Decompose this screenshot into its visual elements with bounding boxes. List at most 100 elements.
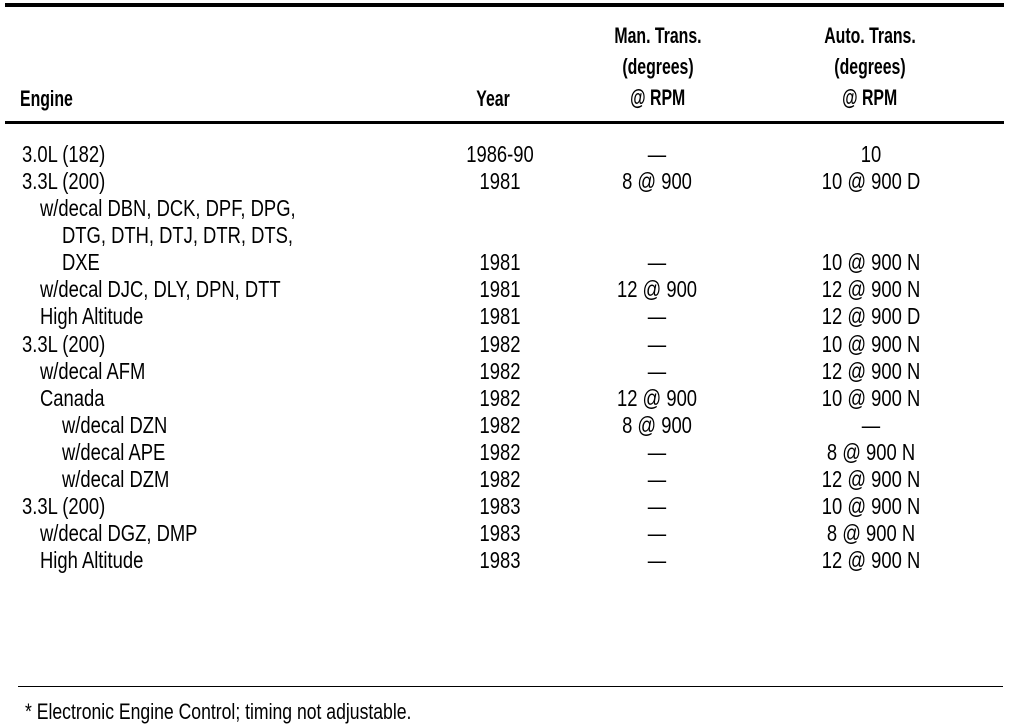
auto-trans-cell: 10 @ 900 N: [809, 249, 932, 276]
engine-cell: w/decal DZM: [62, 466, 196, 493]
engine-cell: 3.0L (182): [22, 141, 126, 168]
man-trans-cell-text: —: [647, 141, 667, 167]
auto-trans-cell-text: 12 @ 900 N: [821, 547, 921, 573]
year-cell: 1983: [474, 493, 525, 520]
auto-trans-cell-text: 10 @ 900 N: [821, 385, 921, 411]
header-auto-trans: Auto. Trans. (degrees) @ RPM: [806, 23, 933, 110]
engine-cell: 3.3L (200): [22, 331, 126, 358]
year-cell: 1982: [474, 412, 525, 439]
man-trans-cell: 8 @ 900: [613, 412, 700, 439]
engine-cell: High Altitude: [40, 547, 169, 574]
year-cell-text: 1981: [479, 249, 521, 275]
engine-cell: 3.3L (200): [22, 168, 126, 195]
auto-trans-cell-text: 10 @ 900 D: [821, 168, 921, 194]
man-trans-cell: 8 @ 900: [613, 168, 700, 195]
man-trans-cell-text: —: [647, 331, 667, 357]
man-trans-cell-text: —: [647, 547, 667, 573]
year-cell-text: 1981: [479, 168, 521, 194]
man-trans-cell: —: [646, 466, 669, 493]
year-cell: 1982: [474, 385, 525, 412]
year-cell: 1981: [474, 168, 525, 195]
year-cell-text: 1982: [479, 466, 521, 492]
year-cell-text: 1983: [479, 547, 521, 573]
man-trans-cell-text: —: [647, 439, 667, 465]
engine-cell-text: DXE: [62, 249, 100, 275]
engine-cell: 3.3L (200): [22, 493, 126, 520]
engine-cell-text: DTG, DTH, DTJ, DTR, DTS,: [62, 222, 294, 248]
man-trans-cell: 12 @ 900: [607, 276, 707, 303]
man-trans-cell-text: —: [647, 520, 667, 546]
header-line: (degrees): [834, 54, 906, 79]
man-trans-cell-text: —: [647, 358, 667, 384]
year-cell-text: 1982: [479, 412, 521, 438]
engine-cell-text: 3.0L (182): [22, 141, 106, 167]
year-cell-text: 1981: [479, 303, 521, 329]
engine-cell-text: High Altitude: [40, 303, 144, 329]
auto-trans-cell-text: 10 @ 900 N: [821, 249, 921, 275]
man-trans-cell-text: 8 @ 900: [622, 412, 692, 438]
auto-trans-cell-text: 12 @ 900 D: [821, 303, 921, 329]
engine-cell-text: w/decal DZN: [62, 412, 168, 438]
auto-trans-cell-text: 8 @ 900 N: [826, 439, 916, 465]
header-line: @ RPM: [842, 85, 898, 110]
engine-cell-text: 3.3L (200): [22, 493, 106, 519]
engine-cell: w/decal APE: [62, 439, 191, 466]
engine-cell-text: w/decal DBN, DCK, DPF, DPG,: [40, 195, 296, 221]
year-cell-text: 1982: [479, 439, 521, 465]
engine-cell-text: w/decal DJC, DLY, DPN, DTT: [40, 276, 281, 302]
header-year-text: Year: [476, 86, 510, 111]
header-engine: Engine: [20, 86, 93, 111]
engine-cell: w/decal DZN: [62, 412, 194, 439]
year-cell-text: 1982: [479, 331, 521, 357]
man-trans-cell: —: [646, 520, 669, 547]
header-engine-text: Engine: [20, 86, 73, 111]
auto-trans-cell: 12 @ 900 N: [809, 466, 932, 493]
header-rule: [5, 121, 1004, 124]
header-man-trans: Man. Trans. (degrees) @ RPM: [597, 23, 718, 110]
year-cell: 1983: [474, 547, 525, 574]
engine-cell: DXE: [62, 249, 109, 276]
man-trans-cell-text: —: [647, 466, 667, 492]
man-trans-cell-text: 12 @ 900: [616, 276, 698, 302]
auto-trans-cell: 8 @ 900 N: [816, 439, 926, 466]
engine-cell: w/decal DGZ, DMP: [40, 520, 237, 547]
man-trans-cell-text: 12 @ 900: [616, 385, 698, 411]
year-cell-text: 1986-90: [466, 141, 534, 167]
year-cell-text: 1983: [479, 520, 521, 546]
engine-cell-text: 3.3L (200): [22, 331, 106, 357]
auto-trans-cell: —: [860, 412, 883, 439]
engine-cell: w/decal DBN, DCK, DPF, DPG,: [40, 195, 360, 222]
engine-cell-text: 3.3L (200): [22, 168, 106, 194]
engine-cell: w/decal AFM: [40, 358, 172, 385]
year-cell-text: 1981: [479, 276, 521, 302]
header-line: Auto. Trans.: [824, 23, 916, 48]
man-trans-cell: —: [646, 358, 669, 385]
engine-cell: DTG, DTH, DTJ, DTR, DTS,: [62, 222, 351, 249]
header-line: (degrees): [622, 54, 694, 79]
auto-trans-cell: 12 @ 900 N: [809, 358, 932, 385]
man-trans-cell: —: [646, 331, 669, 358]
header-line: Man. Trans.: [614, 23, 702, 48]
engine-cell: High Altitude: [40, 303, 169, 330]
auto-trans-cell-text: —: [861, 412, 881, 438]
engine-cell: Canada: [40, 385, 121, 412]
man-trans-cell-text: —: [647, 303, 667, 329]
auto-trans-cell: 10 @ 900 N: [809, 385, 932, 412]
year-cell-text: 1983: [479, 493, 521, 519]
footnote-text: * Electronic Engine Control; timing not …: [25, 699, 412, 724]
header-line: @ RPM: [630, 85, 686, 110]
engine-cell-text: w/decal AFM: [40, 358, 146, 384]
year-cell: 1983: [474, 520, 525, 547]
engine-cell: w/decal DJC, DLY, DPN, DTT: [40, 276, 341, 303]
auto-trans-cell: 12 @ 900 D: [809, 303, 932, 330]
auto-trans-cell: 10 @ 900 D: [809, 168, 932, 195]
auto-trans-cell: 10 @ 900 N: [809, 331, 932, 358]
year-cell: 1981: [474, 303, 525, 330]
auto-trans-cell: 8 @ 900 N: [816, 520, 926, 547]
auto-trans-cell-text: 10 @ 900 N: [821, 493, 921, 519]
auto-trans-cell: 12 @ 900 N: [809, 547, 932, 574]
auto-trans-cell-text: 12 @ 900 N: [821, 466, 921, 492]
auto-trans-cell-text: 10: [860, 141, 882, 167]
auto-trans-cell-text: 10 @ 900 N: [821, 331, 921, 357]
year-cell: 1982: [474, 331, 525, 358]
